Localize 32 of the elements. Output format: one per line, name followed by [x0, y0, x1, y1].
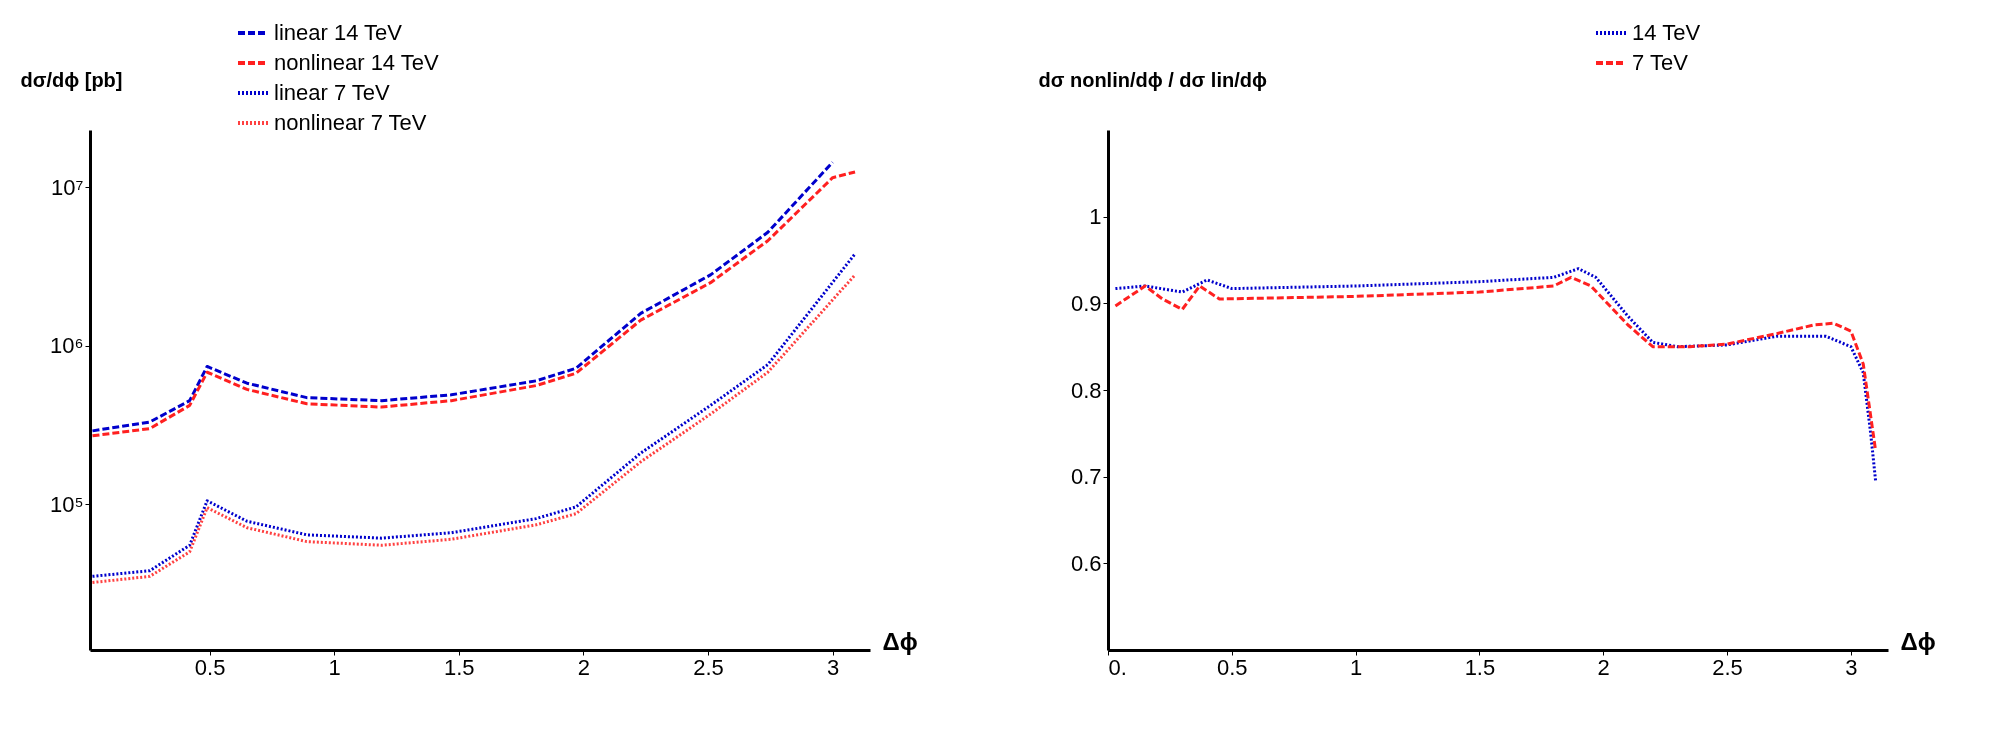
x-tick-label: 1 — [328, 654, 341, 680]
legend-label: nonlinear 14 TeV — [274, 50, 440, 75]
y-tick-label: 0.8 — [1070, 377, 1102, 403]
x-tick-label: 2.5 — [693, 654, 724, 680]
y-tick-label: 0.9 — [1070, 290, 1102, 316]
legend-label: linear 14 TeV — [274, 20, 403, 45]
x-tick-label: 3 — [826, 654, 840, 680]
legend-label: 14 TeV — [1632, 20, 1701, 45]
x-tick-label: 2 — [577, 654, 591, 680]
y-tick-label: 1 — [1089, 204, 1102, 230]
y-axis-title: dσ/dϕ [pb] — [20, 68, 123, 91]
legend-label: 7 TeV — [1632, 50, 1689, 75]
x-tick-label: 0. — [1108, 654, 1127, 680]
x-tick-label: 2.5 — [1712, 654, 1743, 680]
legend-label: linear 7 TeV — [274, 80, 391, 105]
y-axis-title: dσ nonlin/dϕ / dσ lin/dϕ — [1038, 68, 1267, 91]
x-tick-label: 3 — [1845, 654, 1858, 680]
x-tick-label: 0.5 — [194, 654, 226, 680]
x-axis-title: Δϕ — [882, 627, 918, 655]
x-tick-label: 2 — [1597, 654, 1610, 680]
x-tick-label: 1.5 — [1464, 654, 1496, 680]
y-tick-label: 10⁶ — [49, 333, 84, 359]
y-tick-label: 0.6 — [1070, 550, 1102, 576]
x-tick-label: 1.5 — [444, 654, 475, 680]
legend-label: nonlinear 7 TeV — [274, 110, 427, 135]
x-tick-label: 0.5 — [1217, 654, 1248, 680]
y-tick-label: 10⁷ — [51, 174, 84, 200]
x-axis-title: Δϕ — [1900, 627, 1936, 655]
y-tick-label: 0.7 — [1070, 464, 1102, 490]
line-series — [1113, 267, 1878, 483]
y-tick-label: 10⁵ — [49, 491, 84, 517]
x-tick-label: 1 — [1349, 654, 1363, 680]
